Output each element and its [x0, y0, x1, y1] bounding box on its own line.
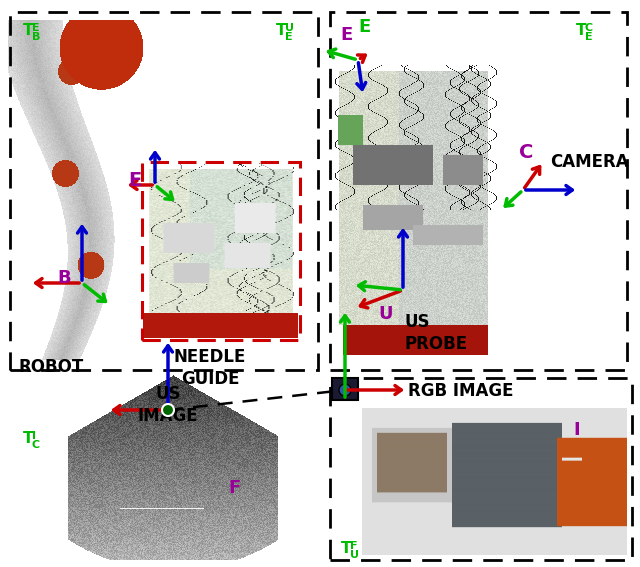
- Text: $\mathbf{T}$: $\mathbf{T}$: [575, 22, 588, 38]
- Circle shape: [339, 384, 351, 396]
- Text: E: E: [358, 18, 371, 36]
- Text: $\mathbf{T}$: $\mathbf{T}$: [22, 430, 35, 446]
- Text: $\mathbf{C}$: $\mathbf{C}$: [31, 438, 40, 450]
- Text: CAMERA: CAMERA: [550, 153, 628, 171]
- Text: $\mathbf{E}$: $\mathbf{E}$: [584, 30, 593, 42]
- Text: C: C: [519, 142, 533, 162]
- Text: U: U: [378, 305, 392, 323]
- Text: US
PROBE: US PROBE: [405, 313, 468, 353]
- Text: $\mathbf{F}$: $\mathbf{F}$: [349, 539, 358, 551]
- Bar: [10, 12, 318, 370]
- Text: E: E: [340, 26, 352, 44]
- Text: US
IMAGE: US IMAGE: [138, 385, 198, 425]
- Bar: [332, 378, 358, 400]
- Text: $\mathbf{E}$: $\mathbf{E}$: [284, 30, 292, 42]
- Text: $\mathbf{E}$: $\mathbf{E}$: [31, 21, 40, 33]
- Text: F: F: [228, 479, 240, 497]
- Text: I: I: [573, 421, 580, 439]
- Text: $\mathbf{C}$: $\mathbf{C}$: [584, 21, 593, 33]
- Text: NEEDLE
GUIDE: NEEDLE GUIDE: [174, 348, 246, 388]
- Text: ROBOT: ROBOT: [18, 358, 83, 376]
- Circle shape: [162, 404, 174, 416]
- Text: $\mathbf{T}$: $\mathbf{T}$: [340, 540, 353, 556]
- Text: $\mathbf{U}$: $\mathbf{U}$: [284, 21, 294, 33]
- Bar: [142, 162, 300, 340]
- Text: $\mathbf{B}$: $\mathbf{B}$: [31, 30, 41, 42]
- Text: B: B: [57, 269, 70, 287]
- Bar: [330, 378, 632, 560]
- Bar: [330, 12, 627, 370]
- Text: $\mathbf{T}$: $\mathbf{T}$: [22, 22, 35, 38]
- Text: E: E: [128, 171, 141, 189]
- Text: $\mathbf{U}$: $\mathbf{U}$: [349, 548, 359, 560]
- Text: $\mathbf{I}$: $\mathbf{I}$: [31, 429, 36, 441]
- Text: RGB IMAGE: RGB IMAGE: [408, 382, 513, 400]
- Text: $\mathbf{T}$: $\mathbf{T}$: [275, 22, 287, 38]
